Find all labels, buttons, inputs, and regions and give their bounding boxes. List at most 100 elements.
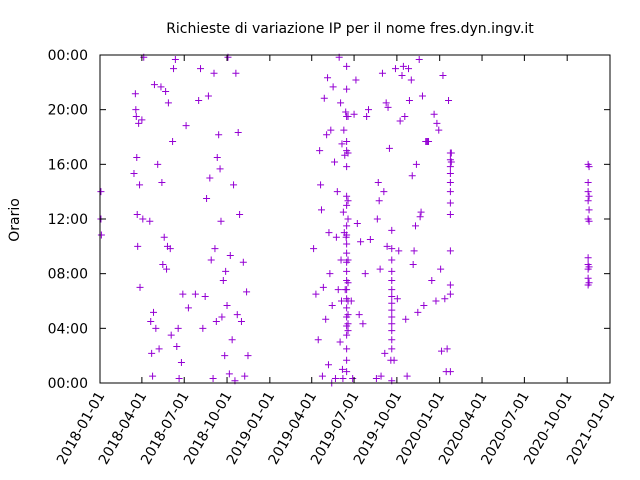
- y-tick-label: 12:00: [48, 212, 88, 228]
- data-point: [343, 331, 351, 339]
- data-point: [364, 106, 372, 114]
- data-point: [412, 160, 420, 168]
- data-point: [401, 113, 409, 120]
- data-point: [317, 181, 325, 189]
- data-point: [339, 208, 347, 216]
- data-point: [236, 210, 244, 218]
- data-point: [222, 267, 230, 275]
- axes: 00:0004:0008:0012:0016:0020:0000:002018-…: [48, 48, 619, 467]
- data-point: [378, 69, 386, 77]
- data-point: [138, 116, 146, 124]
- y-tick-label: 20:00: [48, 103, 88, 119]
- data-point: [184, 304, 192, 312]
- data-point: [152, 324, 160, 332]
- data-point: [310, 245, 318, 253]
- data-point: [331, 374, 339, 382]
- data-point: [584, 274, 592, 282]
- data-point: [439, 72, 447, 79]
- data-point: [344, 256, 352, 264]
- data-point: [332, 233, 340, 241]
- data-point: [447, 158, 455, 166]
- data-point: [432, 297, 440, 305]
- data-point: [223, 302, 231, 310]
- data-point: [585, 217, 593, 225]
- data-point: [312, 290, 320, 298]
- data-point: [343, 138, 351, 146]
- data-point: [225, 370, 233, 378]
- data-point: [132, 113, 140, 120]
- data-point: [212, 318, 220, 325]
- data-point: [218, 313, 226, 321]
- data-point: [446, 281, 454, 289]
- data-point: [219, 277, 227, 284]
- chart-title: Richieste di variazione IP per il nome f…: [166, 21, 534, 37]
- data-point: [380, 188, 388, 196]
- data-point: [195, 97, 203, 105]
- data-point: [323, 131, 331, 139]
- data-point: [317, 206, 325, 214]
- data-point: [403, 372, 411, 380]
- data-point: [584, 179, 592, 187]
- data-point: [443, 345, 451, 353]
- data-point: [237, 318, 245, 325]
- data-point: [405, 97, 413, 105]
- data-point: [366, 236, 374, 243]
- data-point: [584, 188, 592, 196]
- data-point: [388, 306, 396, 314]
- data-point: [585, 263, 593, 271]
- data-point: [347, 297, 355, 305]
- data-point: [355, 311, 363, 319]
- data-point: [350, 110, 358, 118]
- data-point: [344, 327, 352, 335]
- y-tick-label: 00:00: [48, 48, 88, 64]
- data-point: [381, 349, 389, 357]
- data-point: [344, 149, 352, 157]
- data-point: [349, 374, 357, 382]
- data-point: [320, 94, 328, 102]
- data-point: [446, 169, 454, 177]
- data-point: [391, 65, 399, 73]
- data-point: [585, 279, 593, 287]
- data-point: [337, 99, 345, 107]
- data-point: [155, 345, 163, 353]
- data-point: [377, 372, 385, 380]
- data-point: [344, 197, 352, 205]
- data-point: [130, 169, 138, 177]
- data-point: [384, 103, 392, 111]
- data-point: [157, 83, 165, 91]
- data-point: [343, 240, 351, 248]
- data-point: [159, 261, 167, 269]
- data-point: [425, 138, 433, 146]
- data-point: [388, 336, 396, 344]
- data-point: [132, 106, 140, 114]
- data-point: [322, 315, 330, 323]
- data-point: [418, 92, 426, 100]
- data-point: [326, 270, 334, 278]
- data-point: [327, 126, 335, 134]
- data-point: [343, 356, 351, 364]
- data-point: [174, 324, 182, 332]
- data-point: [361, 270, 369, 278]
- data-point: [146, 217, 154, 225]
- data-point: [446, 210, 454, 218]
- data-point: [203, 195, 211, 202]
- data-point: [215, 131, 223, 139]
- data-point: [201, 292, 209, 300]
- data-point: [244, 352, 252, 360]
- data-point: [139, 215, 147, 223]
- data-point: [372, 374, 380, 382]
- data-point: [352, 76, 360, 84]
- data-point: [209, 374, 217, 382]
- y-tick-label: 16:00: [48, 157, 88, 173]
- data-point: [182, 122, 190, 130]
- data-point: [175, 374, 183, 382]
- data-point: [407, 76, 415, 84]
- data-point: [585, 192, 593, 200]
- data-point: [385, 144, 393, 152]
- data-point: [210, 69, 218, 77]
- data-point: [388, 226, 396, 234]
- data-point: [374, 179, 382, 187]
- data-point: [333, 188, 341, 196]
- data-point: [134, 242, 142, 250]
